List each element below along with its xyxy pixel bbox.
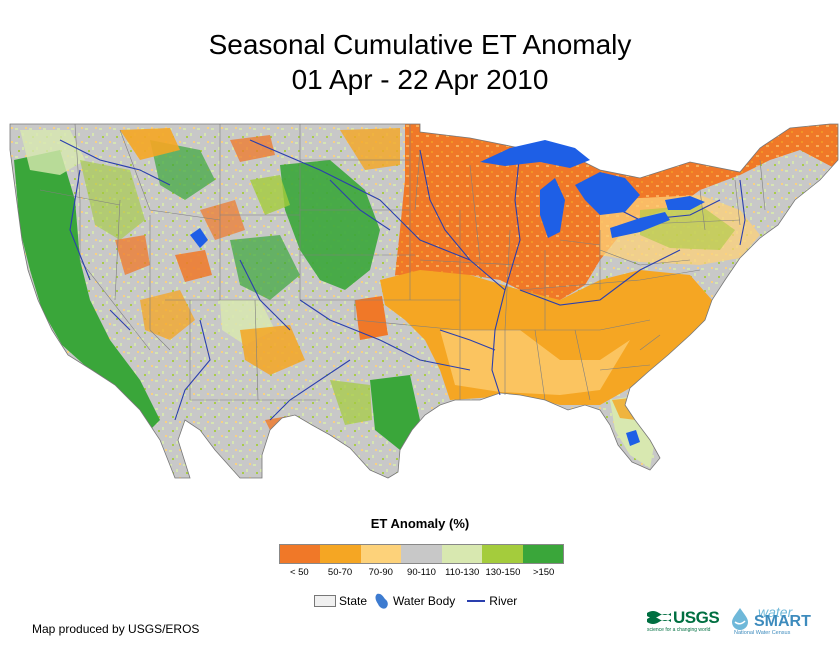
usgs-waves-icon — [647, 611, 671, 624]
usgs-logo-text: USGS — [673, 608, 720, 627]
river-symbol-icon — [467, 600, 486, 602]
water-bodies — [190, 140, 705, 446]
map-title: Seasonal Cumulative ET Anomaly — [208, 29, 632, 60]
legend-label-0: < 50 — [289, 567, 309, 578]
usgs-tagline: science for a changing world — [647, 627, 711, 633]
map-date-range: 01 Apr - 22 Apr 2010 — [291, 64, 549, 95]
water-body-icon — [375, 593, 388, 609]
lake-huron — [575, 172, 640, 215]
key-water-body-label: Water Body — [393, 594, 456, 608]
legend-label-1: 50-70 — [327, 567, 353, 578]
legend-swatch-4 — [441, 545, 483, 563]
legend-label-4: 110-130 — [445, 567, 480, 578]
lake-michigan — [540, 178, 565, 238]
state-symbol-icon — [314, 595, 336, 607]
key-state-label: State — [339, 594, 368, 608]
legend-swatch-5 — [482, 545, 523, 563]
watersmart-smart-text: SMART — [754, 613, 811, 630]
state-boundaries — [39, 123, 766, 401]
anomaly-raster — [10, 124, 838, 478]
watersmart-tagline: National Water Census — [734, 630, 791, 636]
legend-label-3: 90-110 — [407, 567, 436, 578]
lake-okeechobee — [626, 430, 640, 446]
key-river-label: River — [489, 594, 518, 608]
water-drop-icon — [732, 608, 748, 630]
great-salt-lake — [190, 228, 208, 248]
legend-title: ET Anomaly (%) — [370, 516, 470, 531]
lake-erie — [610, 212, 670, 238]
map-key: State Water Body River — [314, 592, 517, 610]
legend-swatch-2 — [360, 545, 402, 563]
legend-swatch-6 — [522, 545, 563, 563]
watersmart-water-text: water — [758, 604, 793, 620]
rivers — [59, 139, 746, 421]
legend-labels: < 50 50-70 70-90 90-110 110-130 130-150 >150 — [279, 567, 564, 581]
legend-swatch-1 — [320, 545, 361, 563]
legend-label-5: 130-150 — [485, 567, 521, 578]
us-et-anomaly-map — [9, 123, 839, 479]
map-credit: Map produced by USGS/EROS — [32, 622, 200, 636]
legend-label-2: 70-90 — [368, 567, 393, 578]
legend-color-bar — [279, 544, 564, 564]
legend-label-6: >150 — [532, 567, 555, 578]
legend-swatch-0 — [280, 545, 321, 563]
lake-ontario — [665, 196, 705, 210]
legend-swatch-3 — [401, 545, 442, 563]
lake-superior — [480, 140, 590, 168]
